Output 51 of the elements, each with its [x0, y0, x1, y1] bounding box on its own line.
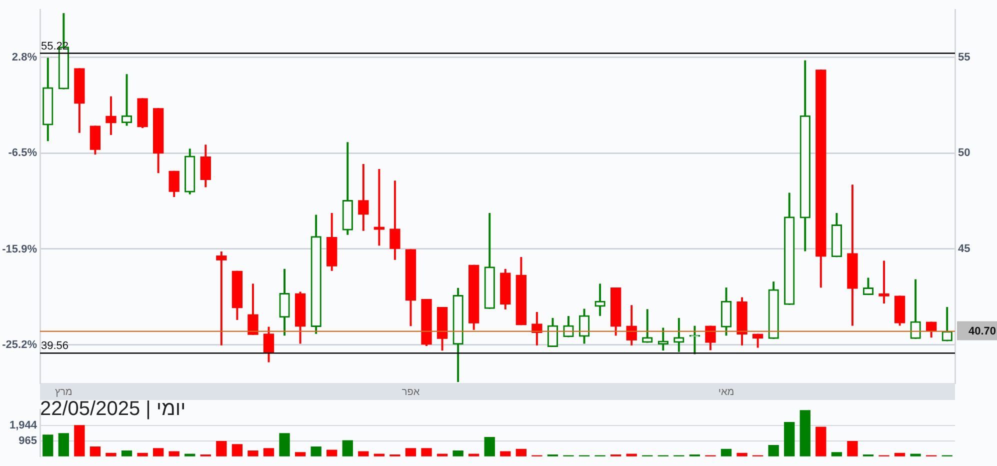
- y-tick-label: 1,944: [9, 420, 38, 432]
- bar: [484, 437, 495, 456]
- bar: [720, 448, 732, 456]
- bar: [232, 444, 243, 456]
- y-tick-label: 965: [18, 435, 37, 448]
- bar: [816, 426, 826, 456]
- bar: [831, 452, 842, 456]
- ref-line-label: 40.70: [968, 325, 996, 338]
- bar: [847, 441, 858, 456]
- bar: [468, 454, 480, 456]
- bar: [263, 448, 274, 456]
- bar: [421, 448, 432, 456]
- bar: [326, 450, 338, 456]
- bar: [279, 433, 290, 456]
- bar: [42, 434, 54, 456]
- bar: [405, 448, 416, 456]
- bar: [436, 454, 448, 456]
- candlestick: [374, 168, 385, 246]
- y2-tick-label: 2.8%: [12, 52, 38, 64]
- bar: [768, 444, 779, 456]
- y-tick-label: 45: [958, 242, 970, 255]
- bar: [121, 450, 132, 456]
- ref-line-label: 39.56: [41, 340, 69, 352]
- y2-tick-label: -15.9%: [2, 243, 38, 256]
- bar: [74, 425, 85, 456]
- x-tick-label: מרץ: [55, 386, 72, 398]
- bar: [184, 454, 196, 456]
- x-tick-label: מאי: [718, 386, 734, 398]
- bar: [58, 433, 69, 456]
- bar: [152, 448, 164, 456]
- bar: [800, 410, 810, 456]
- y-tick-label: 55: [958, 52, 970, 64]
- bar: [310, 446, 322, 456]
- bar: [216, 441, 227, 456]
- bar: [626, 454, 637, 456]
- bar: [374, 454, 385, 456]
- bar: [342, 440, 353, 456]
- y2-tick-label: -6.5%: [8, 146, 38, 159]
- bar: [784, 422, 795, 456]
- chart-title: יומי | 22/05/2025: [40, 398, 186, 421]
- bar: [910, 454, 921, 456]
- bar: [248, 450, 258, 456]
- bar: [516, 448, 526, 456]
- bar: [452, 450, 464, 456]
- candlestick: [216, 252, 227, 346]
- bar: [90, 446, 101, 456]
- candlestick: [878, 260, 890, 304]
- bar: [294, 452, 306, 456]
- y-tick-label: 50: [958, 147, 970, 160]
- x-tick-label: אפר: [402, 386, 420, 398]
- y2-tick-label: -25.2%: [2, 338, 38, 351]
